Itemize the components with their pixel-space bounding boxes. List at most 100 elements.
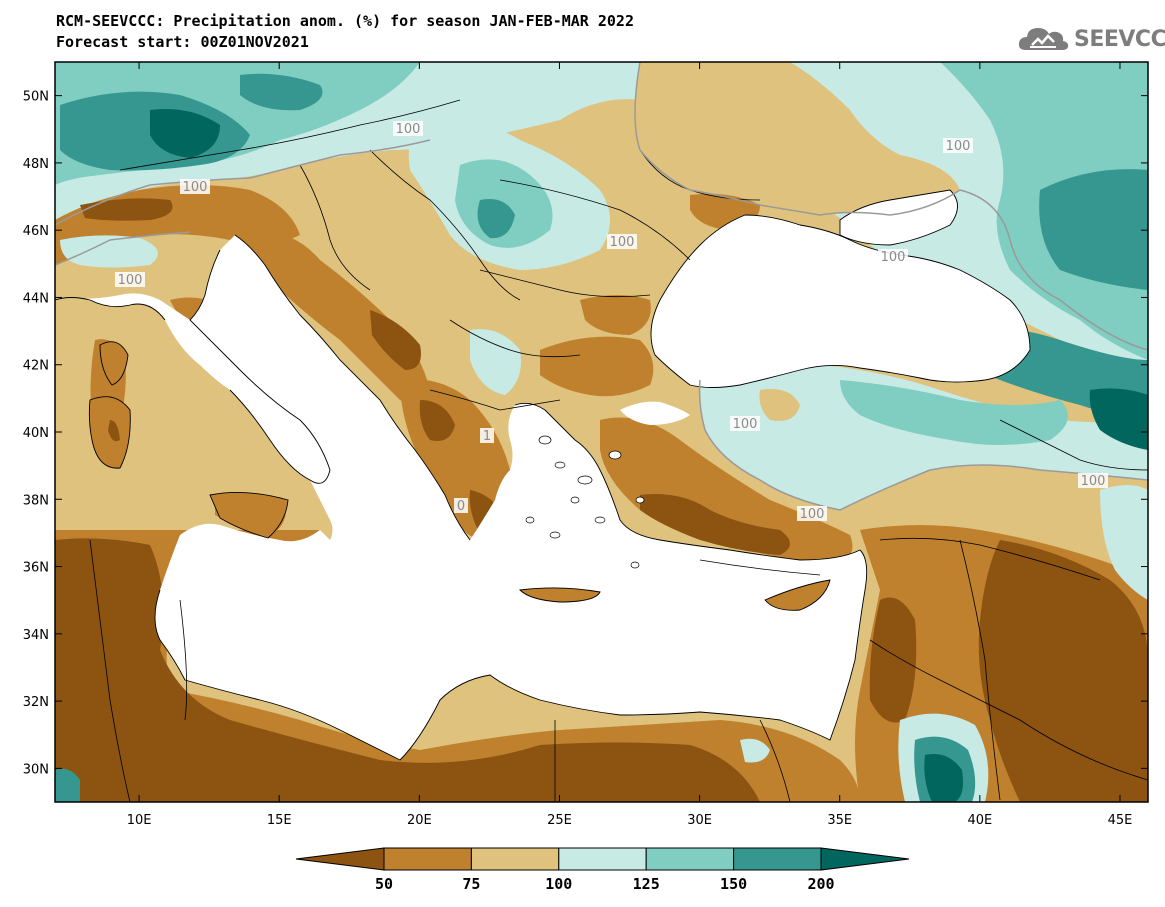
field-50-75-bulgaria [540, 336, 654, 397]
colorbar-label: 50 [375, 875, 393, 893]
colorbar-segment-lt50 [295, 847, 385, 871]
field-150-200-poland [240, 73, 323, 111]
lat-tick-label: 30N [23, 762, 49, 777]
field-lt50-greece-north [419, 400, 455, 441]
field-lt50-north-africa [55, 538, 760, 802]
lon-tick-label: 25E [547, 813, 572, 828]
field-50-75-romania-coast [580, 295, 651, 335]
contour-100-lines [55, 62, 1148, 511]
field-lt50-levant [869, 597, 917, 723]
contour-labels: 100 100 100 100 100 100 100 100 100 1 0 [115, 121, 1108, 522]
lat-tick-label: 48N [23, 157, 49, 172]
colorbar-label: 75 [462, 875, 480, 893]
field-75-100-ukraine [635, 62, 960, 215]
field-75-100-turkey-patch [759, 389, 800, 421]
lat-tick-label: 44N [23, 291, 49, 306]
contour-label-bg [480, 428, 494, 443]
contour-label-bg [1078, 473, 1108, 488]
field-100-125-serbia [470, 329, 521, 395]
field-gt200-central-europe [150, 109, 220, 158]
contour-label: 100 [733, 417, 758, 432]
field-50-75-turkey-south [600, 417, 853, 565]
contour-label: 100 [610, 235, 635, 250]
contour-label: 100 [881, 250, 906, 265]
map-fields [55, 62, 1148, 802]
field-lt50-sardinia [108, 420, 120, 442]
contour-label: 100 [800, 507, 825, 522]
field-lt50-syria-iraq [978, 540, 1148, 802]
field-100-125-turkey [699, 364, 1148, 510]
sea-marmara [620, 401, 690, 425]
field-150-200-hungary [477, 199, 515, 239]
contour-label: 100 [1081, 474, 1106, 489]
lon-tick-label: 20E [407, 813, 432, 828]
contour-label-bg [115, 272, 145, 287]
contour-label-bg [797, 506, 827, 521]
field-lt50-montenegro [370, 310, 421, 370]
lon-tick-label: 15E [267, 813, 292, 828]
lat-tick-label: 34N [23, 628, 49, 643]
colorbar-segment-gt200 [820, 847, 910, 871]
lat-tick-label: 40N [23, 426, 49, 441]
island-corsica [100, 341, 128, 385]
colorbar-label: 100 [545, 875, 572, 893]
sea-mediterranean [55, 235, 867, 760]
field-150-200-algeria-corner [55, 768, 80, 802]
latitude-axis: 30N 32N 34N 36N 38N 40N 42N 44N 46N 48N 50N [23, 90, 1148, 777]
field-100-125-iran [1100, 485, 1148, 600]
island-sicily [210, 492, 288, 538]
sea-azov [840, 190, 958, 245]
lon-tick-label: 30E [687, 813, 712, 828]
coastlines [55, 189, 1031, 761]
island-crete [520, 587, 600, 602]
lat-tick-label: 46N [23, 224, 49, 239]
field-lt50-turkey-south [640, 494, 790, 555]
lon-tick-label: 45E [1108, 813, 1133, 828]
contour-label-bg [180, 179, 210, 194]
lat-tick-label: 42N [23, 359, 49, 374]
lon-tick-label: 40E [967, 813, 992, 828]
contour-label-bg [393, 121, 423, 136]
contour-label: 100 [183, 180, 208, 195]
lon-tick-label: 10E [127, 813, 152, 828]
field-gt200-saudi [924, 754, 964, 802]
forecast-start: Forecast start: 00Z01NOV2021 [56, 33, 309, 51]
country-borders [89, 99, 1148, 802]
field-125-150-turkey-north [840, 380, 1068, 445]
colorbar-segment [470, 847, 560, 871]
contour-label-bg [454, 498, 468, 513]
lat-tick-label: 36N [23, 561, 49, 576]
lat-tick-label: 50N [23, 90, 49, 105]
colorbar-segment [558, 847, 647, 871]
colorbar-segment [383, 847, 472, 871]
contour-label-bg [607, 234, 637, 249]
cloud-logo-icon [1018, 28, 1069, 50]
contour-label: 0 [457, 499, 465, 514]
colorbar-segment [733, 847, 822, 871]
contour-label: 100 [118, 273, 143, 288]
seevccc-logo: SEEVCCC [1018, 22, 1165, 56]
field-gt200-caucasus [1089, 388, 1148, 450]
contour-label-bg [878, 249, 908, 264]
field-lt50-alps [80, 198, 173, 221]
sea-black-sea [651, 215, 1030, 388]
field-50-75-adriatic [240, 229, 430, 404]
colorbar: 50 75 100 125 150 200 [295, 847, 910, 893]
map-title: RCM-SEEVCCC: Precipitation anom. (%) for… [56, 12, 634, 30]
contour-label: 100 [396, 122, 421, 137]
contour-label-bg [943, 138, 973, 153]
logo-text: SEEVCCC [1074, 26, 1165, 52]
longitude-axis: 10E 15E 20E 25E 30E 35E 40E 45E [127, 62, 1133, 828]
colorbar-segment [645, 847, 735, 871]
lon-tick-label: 35E [827, 813, 852, 828]
contour-label: 1 [483, 429, 491, 444]
field-100-125-egypt-patch [740, 738, 770, 763]
lat-tick-label: 32N [23, 695, 49, 710]
contour-label: 100 [946, 139, 971, 154]
field-150-200-russia [1039, 169, 1148, 290]
colorbar-label: 125 [633, 875, 660, 893]
contour-label-bg [730, 416, 760, 431]
colorbar-label: 150 [720, 875, 747, 893]
colorbar-label: 200 [807, 875, 834, 893]
